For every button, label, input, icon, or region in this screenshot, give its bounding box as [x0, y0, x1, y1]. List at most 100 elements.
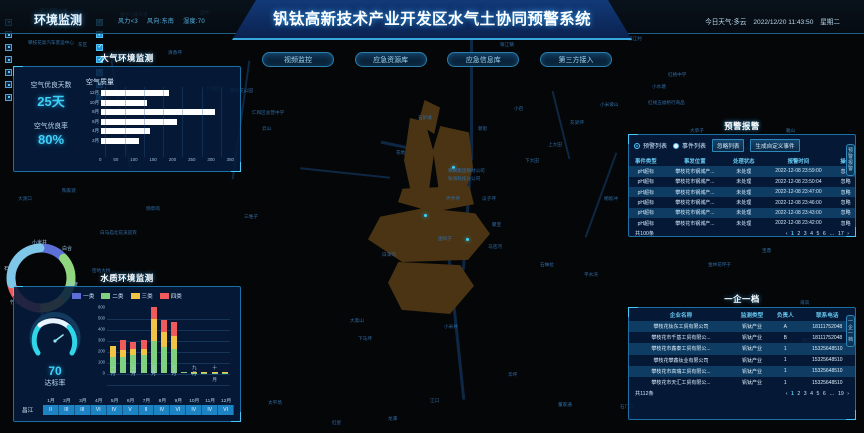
park-polygon[interactable] [418, 100, 440, 134]
ignore-action-link[interactable]: 忽略 [840, 220, 851, 227]
water-grade-cell[interactable]: III [58, 405, 75, 415]
water-grade-cell[interactable]: IV [106, 405, 123, 415]
water-legend-item-2[interactable]: 三类 [130, 292, 153, 300]
page-number[interactable]: 5 [816, 230, 820, 237]
park-polygon[interactable] [398, 186, 474, 212]
water-bar-7[interactable] [181, 371, 188, 373]
water-grade-cell[interactable]: VI [218, 405, 235, 415]
grid-line [107, 352, 230, 353]
table-row[interactable]: 攀枝花市天汇工贸有限公... 钒钛产业 1 15325648510 [629, 377, 855, 388]
park-polygon[interactable] [388, 262, 474, 314]
water-bar-10[interactable] [211, 372, 218, 373]
ignore-action-link[interactable]: 忽略 [840, 189, 851, 196]
page-number[interactable]: 6 [822, 390, 826, 397]
nav-tab-1[interactable]: 应急资源库 [354, 52, 427, 67]
water-legend-item-0[interactable]: 一类 [72, 292, 94, 300]
enterprise-column-header: 企业名称 [669, 313, 693, 319]
nav-tab-2[interactable]: 应急信息库 [447, 52, 520, 67]
legend-label: 二类 [112, 294, 124, 300]
water-grade-cell[interactable]: IV [186, 405, 203, 415]
table-row[interactable]: pH超标 攀枝花市钢城产... 未处理 2022-12-08 23:59:00 忽略 [629, 166, 855, 177]
radio-event-list[interactable]: 事件列表 [673, 141, 706, 150]
water-bar-1[interactable] [120, 340, 127, 373]
water-grade-cell[interactable]: II [43, 405, 59, 415]
water-bar-5[interactable] [160, 320, 167, 373]
water-grade-cell[interactable]: II [138, 405, 155, 415]
page-number[interactable]: 6 [822, 230, 826, 237]
page-number[interactable]: 2 [797, 390, 801, 397]
page-number[interactable]: … [829, 390, 835, 397]
water-grade-cell[interactable]: IV [202, 405, 219, 415]
table-row[interactable]: pH超标 攀枝花市钢城产... 未处理 2022-12-08 23:50:04 忽略 [629, 177, 855, 187]
water-bar-2[interactable] [130, 342, 137, 373]
page-number[interactable]: 17 [837, 230, 844, 237]
alert-side-tab[interactable]: 预警报警 [846, 144, 855, 176]
table-row[interactable]: pH超标 攀枝花市钢城产... 未处理 2022-12-08 23:42:00 忽略 [629, 218, 855, 228]
page-number[interactable]: 4 [810, 390, 814, 397]
water-legend-item-3[interactable]: 四类 [159, 292, 182, 300]
water-bar-6[interactable] [171, 322, 178, 373]
current-datetime: 2022/12/20 11:43:50 [753, 19, 814, 26]
water-bar-11[interactable] [221, 372, 228, 373]
donut-slice-4[interactable] [6, 243, 45, 289]
air-bar-track [101, 109, 234, 116]
next-page-button[interactable]: › [847, 230, 849, 237]
table-row[interactable]: 攀枝花钛东工贸有限公司 钒钛产业 A 18111752048 [629, 321, 855, 333]
water-bar-0[interactable] [110, 345, 117, 373]
next-page-button[interactable]: › [847, 390, 849, 397]
ignore-action-link[interactable]: 忽略 [840, 210, 851, 217]
nav-tab-0[interactable]: 视频监控 [262, 52, 334, 67]
table-row[interactable]: pH超标 攀枝花市钢城产... 未处理 2022-12-08 23:43:00 忽略 [629, 207, 855, 219]
page-number[interactable]: 1 [790, 390, 794, 397]
page-number[interactable]: 3 [803, 390, 807, 397]
water-grade-cell[interactable]: III [74, 405, 91, 415]
map-marker[interactable] [424, 214, 427, 217]
alert-page-list[interactable]: ‹ 1 2 3 4 5 6… 17 › [786, 231, 849, 237]
good-rate-label: 空气优良率 [34, 123, 68, 130]
water-grade-cell[interactable]: VI [90, 405, 107, 415]
table-row[interactable]: 攀枝花攀鑫钛业有限公司 钒钛产业 1 15325648510 [629, 355, 855, 366]
table-row[interactable]: pH超标 攀枝花市钢城产... 未处理 2022-12-08 23:46:00 忽略 [629, 197, 855, 207]
enterprise-page-list[interactable]: ‹ 1 2 3 4 5 6… 19 › [786, 391, 849, 397]
water-bar-3[interactable] [140, 340, 147, 373]
layer-checkbox[interactable] [96, 43, 103, 51]
layer-checkbox[interactable] [96, 56, 103, 64]
table-row[interactable]: 攀枝花市鑫泰工贸有限公... 钒钛产业 1 15325648510 [629, 343, 855, 355]
water-bar-4[interactable] [150, 307, 157, 373]
water-bar-8[interactable] [191, 372, 198, 373]
table-row[interactable]: pH超标 攀枝花市钢城产... 未处理 2022-12-08 23:47:00 忽略 [629, 186, 855, 198]
create-custom-event-button[interactable]: 生成自定义事件 [750, 139, 800, 153]
water-legend-item-1[interactable]: 二类 [101, 292, 124, 300]
map-marker[interactable] [466, 238, 469, 241]
table-row[interactable]: 攀枝花市高瑞工贸有限公... 钒钛产业 1 15325648510 [629, 365, 855, 377]
ignore-action-link[interactable]: 忽略 [840, 179, 851, 186]
page-number[interactable]: 4 [810, 230, 814, 237]
table-row[interactable]: 攀枝花市千基工贸有限公... 钒钛产业 B 18111752048 [629, 332, 855, 343]
prev-page-button[interactable]: ‹ [785, 230, 788, 237]
app-header: 环境监测 风力<3 风向:东南 湿度:70 钒钛高新技术产业开发区水气土协同预警… [0, 0, 864, 40]
ignore-action-link[interactable]: 忽略 [836, 166, 855, 176]
water-bar-9[interactable] [201, 372, 208, 373]
donut-slice-0[interactable] [37, 243, 67, 262]
nav-tab-3[interactable]: 第三方接入 [539, 52, 612, 67]
page-number[interactable]: 19 [837, 390, 844, 397]
radio-warning-list[interactable]: 预警列表 [634, 141, 667, 150]
water-grade-cell[interactable]: VI [170, 405, 187, 415]
page-number[interactable]: 1 [790, 230, 794, 237]
page-number[interactable]: … [829, 230, 835, 237]
map-label: 花地 [396, 150, 406, 155]
page-number[interactable]: 3 [803, 230, 807, 237]
prev-page-button[interactable]: ‹ [785, 390, 788, 397]
enterprise-pager: 共112条 ‹ 1 2 3 4 5 6… 19 › [629, 388, 855, 398]
page-number[interactable]: 2 [797, 230, 801, 237]
enterprise-cell-type: 钒钛产业 [741, 335, 762, 342]
enterprise-side-tab[interactable]: 一企一档 [846, 315, 855, 347]
water-grade-cell[interactable]: V [122, 405, 139, 415]
map-marker[interactable] [452, 166, 455, 169]
ignore-list-button[interactable]: 忽略列表 [712, 139, 745, 153]
air-panel-title: 大气环境监测 [100, 53, 154, 63]
radio-event-label: 事件列表 [682, 144, 707, 151]
water-grade-cell[interactable]: IV [154, 405, 171, 415]
page-number[interactable]: 5 [816, 390, 820, 397]
ignore-action-link[interactable]: 忽略 [840, 200, 851, 206]
